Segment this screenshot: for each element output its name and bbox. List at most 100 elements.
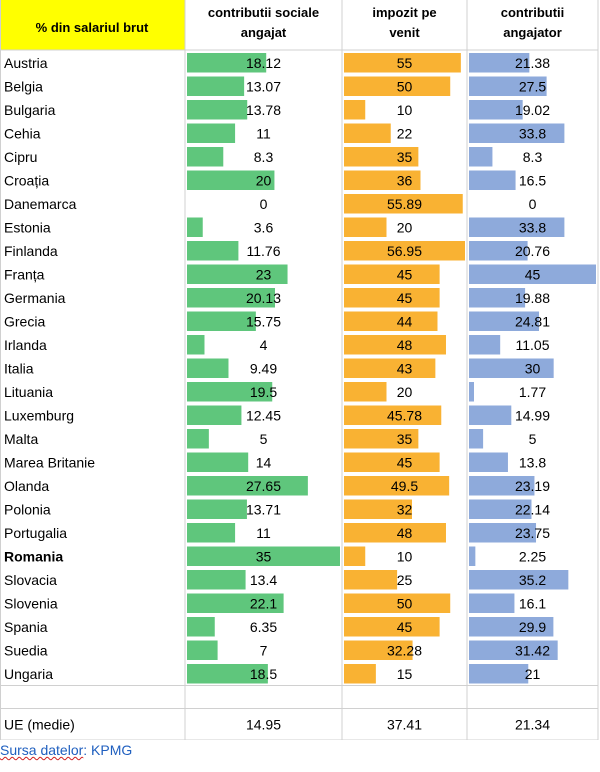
bar-col1-finlanda	[187, 241, 239, 261]
country-label-luxemburg: Luxemburg	[4, 407, 74, 423]
bar-col1-belgia	[187, 76, 245, 96]
value-col2-austria: 55	[397, 55, 413, 71]
bar-col1-spania	[187, 617, 215, 637]
value-col3-spania: 29.9	[519, 619, 546, 635]
bar-col3-bulgaria	[469, 100, 523, 120]
bar-col2-bulgaria	[344, 100, 366, 120]
bar-col1-luxemburg	[187, 405, 242, 425]
value-col3-danemarca: 0	[529, 196, 537, 212]
value-col1-marea-britanie: 14	[256, 454, 272, 470]
value-col3-romania: 2.25	[519, 548, 546, 564]
value-col2-cipru: 35	[397, 149, 413, 165]
value-col2-portugalia: 48	[397, 525, 413, 541]
country-label-olanda: Olanda	[4, 478, 49, 494]
header-col3-line1: contributii	[501, 5, 565, 20]
bar-col1-ungaria	[187, 664, 268, 684]
country-label-slovacia: Slovacia	[4, 572, 57, 588]
bar-col3-germania	[469, 288, 526, 308]
country-label-slovenia: Slovenia	[4, 595, 58, 611]
bar-col1-cipru	[187, 147, 224, 167]
source-value: : KPMG	[83, 742, 133, 758]
value-col2-marea-britanie: 45	[397, 454, 413, 470]
value-col1-polonia: 13.71	[246, 501, 281, 517]
country-label-franța: Franța	[4, 266, 45, 282]
value-col2-grecia: 44	[397, 313, 413, 329]
value-col1-finlanda: 11.76	[247, 243, 281, 259]
country-label-suedia: Suedia	[4, 642, 48, 658]
country-label-bulgaria: Bulgaria	[4, 102, 56, 118]
bar-col2-ungaria	[344, 664, 376, 684]
bar-col3-cipru	[469, 147, 493, 167]
bar-col1-slovacia	[187, 570, 246, 590]
source-note: Sursa datelor: KPMG	[0, 742, 132, 758]
header-col1-line1: contributii sociale	[208, 5, 319, 20]
value-col3-estonia: 33.8	[519, 219, 546, 235]
value-col1-spania: 6.35	[250, 619, 277, 635]
country-label-portugalia: Portugalia	[4, 525, 67, 541]
value-col3-olanda: 23.19	[515, 478, 550, 494]
value-col3-italia: 30	[525, 360, 541, 376]
bar-col2-luxemburg	[344, 405, 442, 425]
value-col2-danemarca: 55.89	[387, 196, 422, 212]
average-col2: 37.41	[387, 716, 422, 732]
header-col1-line2: angajat	[241, 25, 287, 40]
value-col2-luxemburg: 45.78	[387, 407, 422, 423]
bar-col3-suedia	[469, 640, 558, 660]
country-label-irlanda: Irlanda	[4, 337, 47, 353]
bar-col2-lituania	[344, 382, 387, 402]
value-col3-slovacia: 35.2	[519, 572, 546, 588]
value-col1-cipru: 8.3	[254, 149, 274, 165]
value-col1-germania: 20.13	[246, 290, 281, 306]
bar-col1-slovenia	[187, 593, 284, 613]
bar-col1-marea-britanie	[187, 452, 249, 472]
value-col1-portugalia: 11	[256, 525, 271, 541]
average-col1: 14.95	[246, 716, 281, 732]
value-col1-cehia: 11	[256, 125, 271, 141]
bar-col3-finlanda	[469, 241, 528, 261]
country-label-marea-britanie: Marea Britanie	[4, 454, 95, 470]
value-col1-irlanda: 4	[260, 337, 268, 353]
value-col1-romania: 35	[256, 548, 272, 564]
bar-col3-slovacia	[469, 570, 569, 590]
value-col1-grecia: 15.75	[246, 313, 281, 329]
source-link[interactable]: Sursa datelor	[0, 742, 84, 758]
value-col1-luxemburg: 12.45	[246, 407, 281, 423]
country-label-finlanda: Finlanda	[4, 243, 58, 259]
value-col2-finlanda: 56.95	[387, 243, 422, 259]
bar-col3-malta	[469, 429, 484, 449]
bar-col2-estonia	[344, 217, 387, 237]
country-label-germania: Germania	[4, 290, 66, 306]
bar-col1-suedia	[187, 640, 218, 660]
bar-col2-slovenia	[344, 593, 451, 613]
country-label-estonia: Estonia	[4, 219, 51, 235]
value-col1-olanda: 27.65	[246, 478, 281, 494]
bar-col3-slovenia	[469, 593, 515, 613]
country-label-belgia: Belgia	[4, 78, 43, 94]
bar-col2-polonia	[344, 499, 412, 519]
value-col3-malta: 5	[529, 431, 537, 447]
bar-col1-romania	[187, 546, 340, 566]
country-label-croația: Croația	[4, 172, 49, 188]
bar-col2-slovacia	[344, 570, 398, 590]
country-label-spania: Spania	[4, 619, 48, 635]
bar-col2-spania	[344, 617, 440, 637]
header-country: % din salariul brut	[36, 20, 149, 35]
bar-col1-austria	[187, 53, 267, 73]
bar-col2-irlanda	[344, 335, 446, 355]
value-col2-cehia: 22	[397, 125, 413, 141]
header-col2-line1: impozit pe	[372, 5, 436, 20]
bar-col3-grecia	[469, 311, 540, 331]
value-col1-ungaria: 18.5	[250, 666, 277, 682]
value-col1-belgia: 13.07	[246, 78, 281, 94]
bar-col3-lituania	[469, 382, 474, 402]
header-col2-line2: venit	[389, 25, 420, 40]
bar-col1-irlanda	[187, 335, 205, 355]
value-col1-danemarca: 0	[260, 196, 268, 212]
bar-col3-franța	[469, 264, 596, 284]
value-col2-belgia: 50	[397, 78, 413, 94]
country-label-austria: Austria	[4, 55, 48, 71]
value-col1-lituania: 19.5	[250, 384, 277, 400]
bar-col2-cipru	[344, 147, 419, 167]
value-col3-slovenia: 16.1	[519, 595, 546, 611]
bar-col1-polonia	[187, 499, 247, 519]
